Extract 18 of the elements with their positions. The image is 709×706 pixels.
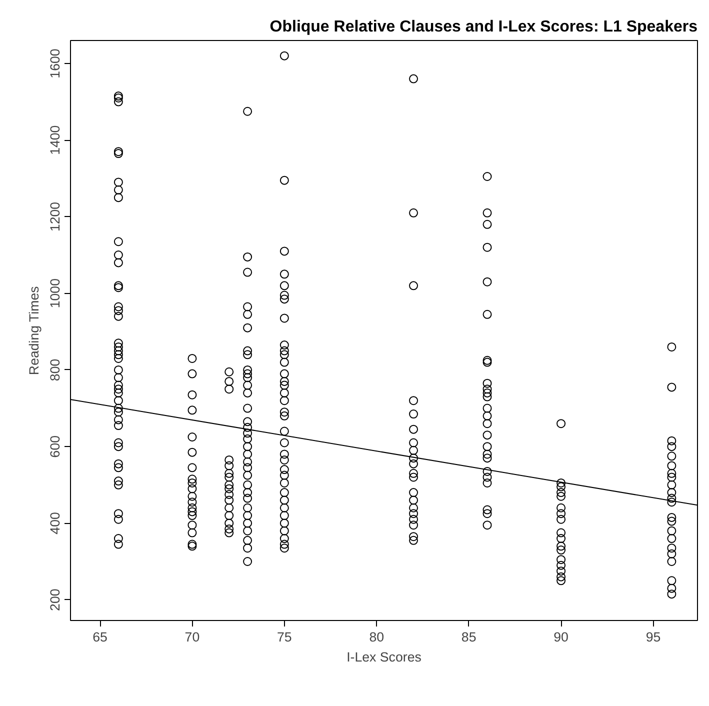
- x-axis-title: I-Lex Scores: [346, 650, 422, 664]
- x-tick-label: 95: [646, 630, 661, 644]
- y-axis-title: Reading Times: [26, 286, 42, 376]
- x-tick-label: 85: [461, 630, 476, 644]
- y-tick-label: 200: [48, 588, 62, 611]
- y-tick-label: 1200: [48, 202, 62, 232]
- y-tick-label: 600: [48, 435, 62, 458]
- x-tick-label: 90: [554, 630, 568, 644]
- x-tick-label: 80: [369, 630, 384, 644]
- x-tick-label: 65: [92, 630, 108, 644]
- x-tick-label: 70: [184, 630, 200, 644]
- y-tick-label: 400: [48, 512, 62, 534]
- x-tick-label: 75: [277, 630, 292, 644]
- y-tick-label: 1000: [48, 278, 62, 308]
- y-tick-label: 1400: [48, 125, 62, 155]
- chart-title: Oblique Relative Clauses and I-Lex Scores: L1 Speakers: [270, 18, 698, 36]
- y-tick-label: 800: [48, 358, 62, 382]
- y-tick-label: 1600: [48, 48, 62, 78]
